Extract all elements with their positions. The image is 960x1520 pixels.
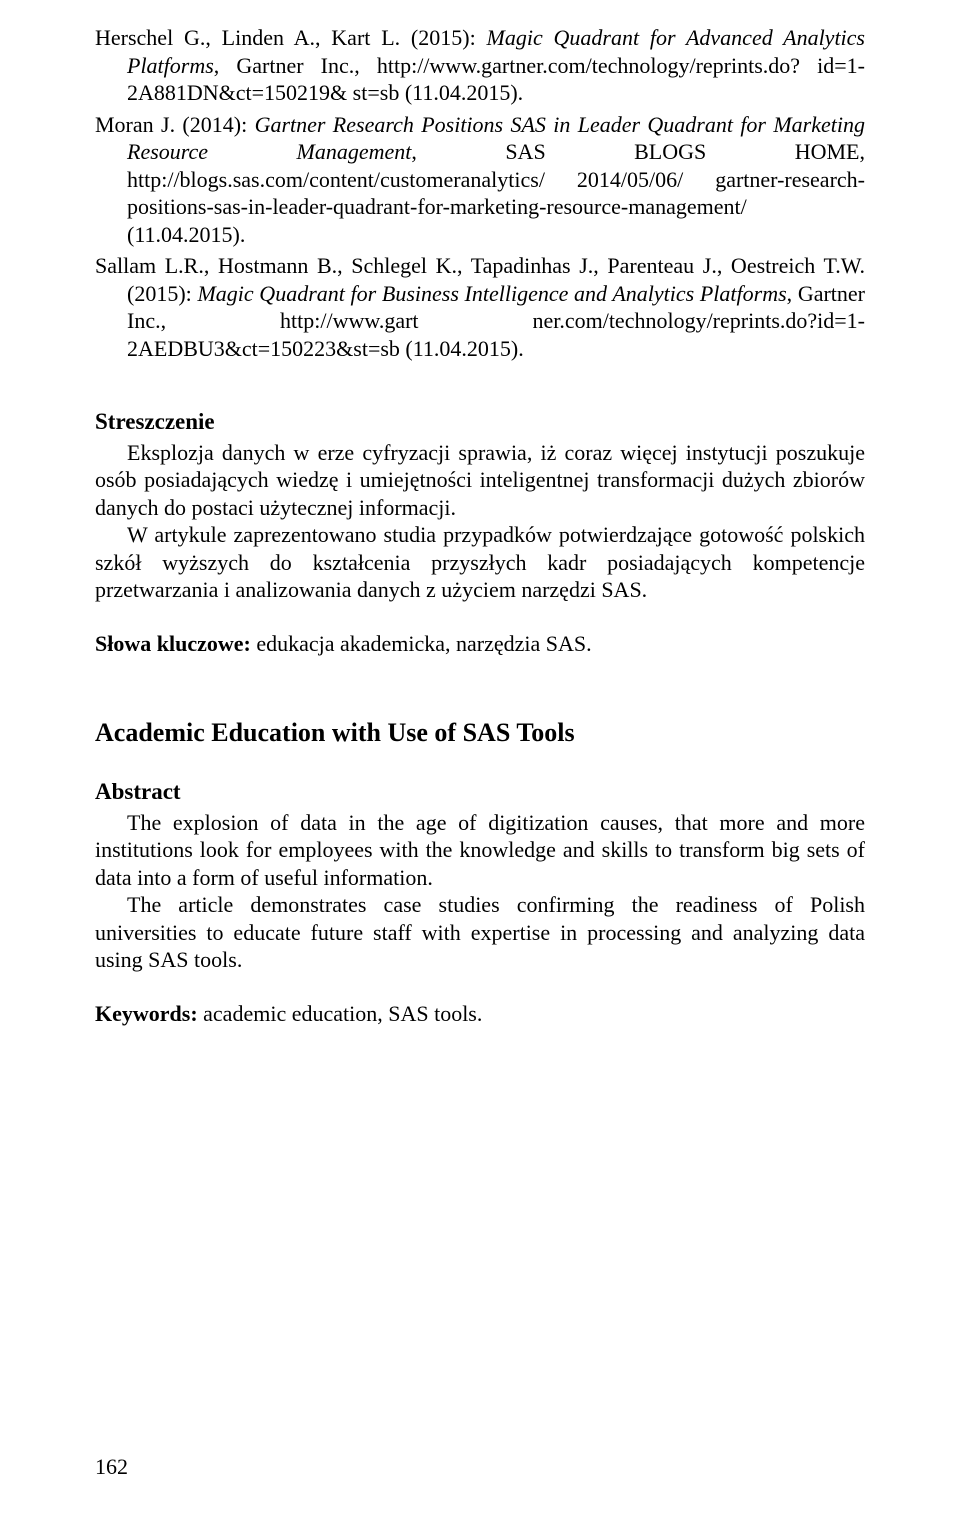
streszczenie-paragraph: Eksplozja danych w erze cyfryzacji spraw… [95, 439, 865, 522]
reference-entry: Sallam L.R., Hostmann B., Schlegel K., T… [95, 252, 865, 362]
ref-authors: Moran J. (2014): [95, 112, 255, 137]
slowa-kluczowe-line: Słowa kluczowe: edukacja akademicka, nar… [95, 630, 865, 658]
reference-entry: Herschel G., Linden A., Kart L. (2015): … [95, 24, 865, 107]
keywords-text: academic education, SAS tools. [203, 1001, 482, 1026]
streszczenie-paragraph: W artykule zaprezentowano studia przypad… [95, 521, 865, 604]
keywords-line: Keywords: academic education, SAS tools. [95, 1000, 865, 1028]
ref-rest: , Gartner Inc., http://www.gartner.com/t… [127, 53, 865, 106]
keywords-label: Keywords: [95, 1001, 203, 1026]
streszczenie-heading: Streszczenie [95, 408, 865, 437]
abstract-heading: Abstract [95, 778, 865, 807]
abstract-paragraph: The explosion of data in the age of digi… [95, 809, 865, 892]
ref-authors: Herschel G., Linden A., Kart L. (2015): [95, 25, 487, 50]
slowa-kluczowe-text: edukacja akademicka, narzędzia SAS. [256, 631, 591, 656]
page-number: 162 [95, 1453, 128, 1481]
english-title: Academic Education with Use of SAS Tools [95, 717, 865, 750]
abstract-paragraph: The article demonstrates case studies co… [95, 891, 865, 974]
ref-title: Magic Quadrant for Business Intelligence… [197, 281, 786, 306]
page-container: Herschel G., Linden A., Kart L. (2015): … [0, 0, 960, 1520]
reference-entry: Moran J. (2014): Gartner Research Positi… [95, 111, 865, 249]
slowa-kluczowe-label: Słowa kluczowe: [95, 631, 256, 656]
